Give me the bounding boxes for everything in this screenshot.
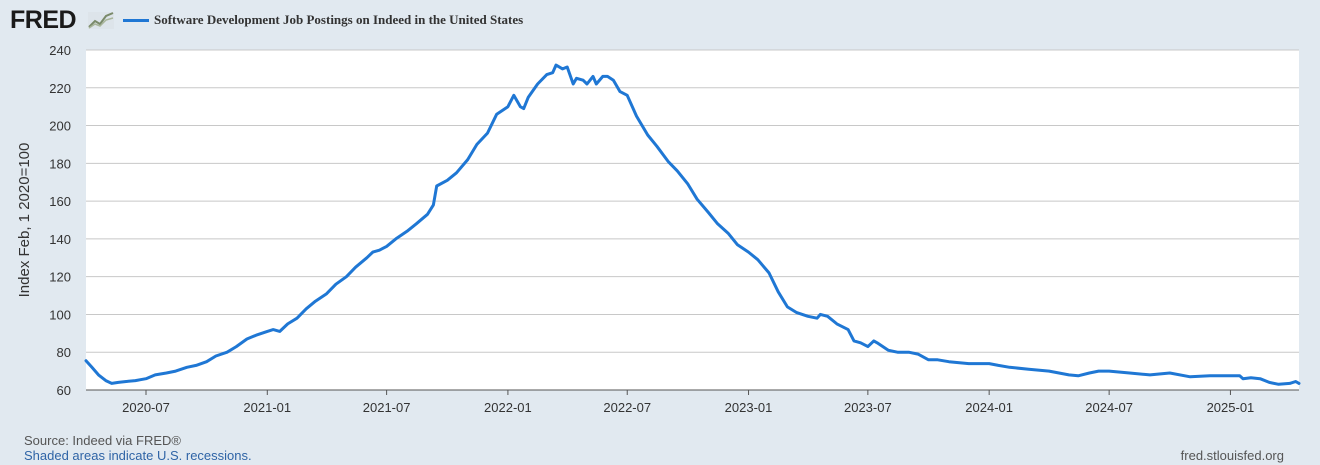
x-tick-label: 2022-07 bbox=[603, 400, 651, 415]
x-tick-label: 2021-01 bbox=[243, 400, 291, 415]
y-tick-label: 120 bbox=[49, 270, 71, 285]
fred-logo[interactable]: FRED bbox=[10, 6, 77, 34]
y-tick-label: 80 bbox=[57, 345, 71, 360]
x-tick-label: 2020-07 bbox=[122, 400, 170, 415]
y-tick-label: 200 bbox=[49, 119, 71, 134]
legend-swatch bbox=[123, 19, 149, 22]
series-line bbox=[84, 63, 1301, 386]
y-tick-label: 220 bbox=[49, 81, 71, 96]
x-tick-label: 2023-01 bbox=[725, 400, 773, 415]
plot-area bbox=[86, 50, 1299, 390]
y-tick-label: 60 bbox=[57, 383, 71, 398]
y-tick-label: 100 bbox=[49, 307, 71, 322]
x-tick-label: 2024-07 bbox=[1085, 400, 1133, 415]
y-tick-label: 180 bbox=[49, 156, 71, 171]
y-tick-label: 160 bbox=[49, 194, 71, 209]
y-tick-label: 140 bbox=[49, 232, 71, 247]
chart-header: FRED Software Development Job Postings o… bbox=[0, 0, 1320, 40]
line-chart: 60 80 100 120 140 160 180 200 220 240 2020-07 2021-… bbox=[16, 43, 1301, 415]
site-url[interactable]: fred.stlouisfed.org bbox=[1180, 448, 1284, 463]
recession-note[interactable]: Shaded areas indicate U.S. recessions. bbox=[24, 448, 252, 463]
legend-label: Software Development Job Postings on Ind… bbox=[154, 12, 524, 27]
y-axis-label: Index Feb, 1 2020=100 bbox=[16, 143, 33, 298]
y-tick-label: 240 bbox=[49, 43, 71, 58]
x-tick-label: 2024-01 bbox=[965, 400, 1013, 415]
x-tick-label: 2021-07 bbox=[363, 400, 411, 415]
source-note: Source: Indeed via FRED® bbox=[24, 433, 181, 448]
x-tick-label: 2023-07 bbox=[844, 400, 892, 415]
line-graph-icon bbox=[88, 12, 114, 29]
x-tick-label: 2022-01 bbox=[484, 400, 532, 415]
x-tick-label: 2025-01 bbox=[1207, 400, 1255, 415]
